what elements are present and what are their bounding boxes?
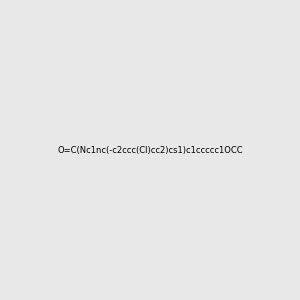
Text: O=C(Nc1nc(-c2ccc(Cl)cc2)cs1)c1ccccc1OCC: O=C(Nc1nc(-c2ccc(Cl)cc2)cs1)c1ccccc1OCC xyxy=(57,146,243,154)
